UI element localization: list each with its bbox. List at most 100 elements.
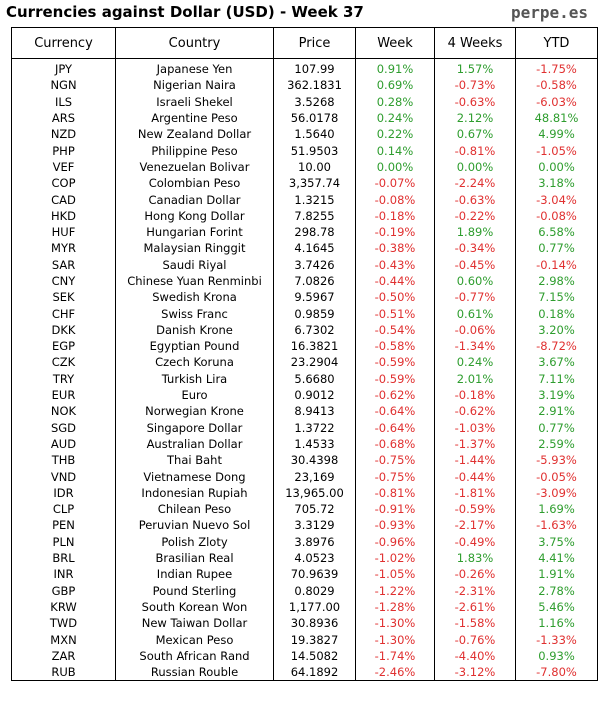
country-name: Singapore Dollar <box>115 419 274 436</box>
table-row: JPY Japanese Yen 107.99 0.91% 1.57% -1.75% <box>11 58 598 78</box>
currency-code: PLN <box>11 533 116 550</box>
week-change: -0.81% <box>355 484 435 502</box>
table-row: NZD New Zealand Dollar 1.5640 0.22% 0.67% 4.9… <box>11 126 598 143</box>
price-value: 362.1831 <box>273 77 356 94</box>
four-weeks-change: -2.31% <box>434 582 516 599</box>
price-value: 3,357.74 <box>273 175 356 192</box>
price-value: 0.9859 <box>273 305 356 322</box>
ytd-change: 3.19% <box>515 386 598 404</box>
ytd-change: 7.11% <box>515 370 598 387</box>
four-weeks-change: -0.34% <box>434 240 516 257</box>
country-name: Israeli Shekel <box>115 93 274 110</box>
four-weeks-change: -0.63% <box>434 93 516 110</box>
country-name: Argentine Peso <box>115 109 274 127</box>
price-value: 56.0178 <box>273 109 356 127</box>
column-header: YTD <box>515 27 598 59</box>
week-change: -0.54% <box>355 321 435 339</box>
week-change: -1.22% <box>355 582 435 599</box>
table-row: CZK Czech Koruna 23.2904 -0.59% 0.24% 3.67% <box>11 354 598 371</box>
country-name: Pound Sterling <box>115 582 274 599</box>
price-value: 70.9639 <box>273 566 356 583</box>
currency-code: NZD <box>11 126 116 143</box>
currency-code: TWD <box>11 615 116 632</box>
ytd-change: 6.58% <box>515 223 598 241</box>
price-value: 30.4398 <box>273 452 356 469</box>
ytd-change: -5.93% <box>515 452 598 469</box>
table-row: CHF Swiss Franc 0.9859 -0.51% 0.61% 0.18% <box>11 305 598 322</box>
country-name: Canadian Dollar <box>115 191 274 208</box>
four-weeks-change: -0.18% <box>434 386 516 404</box>
price-value: 14.5082 <box>273 647 356 664</box>
currency-code: RUB <box>11 663 116 682</box>
table-row: ZAR South African Rand 14.5082 -1.74% -4.40%… <box>11 647 598 664</box>
price-value: 3.5268 <box>273 93 356 110</box>
table-row: VEF Venezuelan Bolivar 10.00 0.00% 0.00% 0.00… <box>11 158 598 176</box>
country-name: Nigerian Naira <box>115 77 274 94</box>
ytd-change: 0.00% <box>515 158 598 176</box>
table-row: DKK Danish Krone 6.7302 -0.54% -0.06% 3.20% <box>11 321 598 339</box>
country-name: Vietnamese Dong <box>115 468 274 485</box>
table-row: PHP Philippine Peso 51.9503 0.14% -0.81% -1.0… <box>11 142 598 159</box>
country-name: Danish Krone <box>115 321 274 339</box>
currency-code: SAR <box>11 256 116 273</box>
table-row: CLP Chilean Peso 705.72 -0.91% -0.59% 1.69% <box>11 501 598 518</box>
country-name: Norwegian Krone <box>115 403 274 420</box>
country-name: Swedish Krona <box>115 289 274 306</box>
currency-code: SGD <box>11 419 116 436</box>
ytd-change: -0.05% <box>515 468 598 485</box>
price-value: 8.9413 <box>273 403 356 420</box>
four-weeks-change: -0.45% <box>434 256 516 273</box>
four-weeks-change: -0.62% <box>434 403 516 420</box>
table-row: NOK Norwegian Krone 8.9413 -0.64% -0.62% 2.91… <box>11 403 598 420</box>
week-change: -0.58% <box>355 338 435 355</box>
four-weeks-change: -2.24% <box>434 175 516 192</box>
ytd-change: -7.80% <box>515 663 598 682</box>
price-value: 19.3827 <box>273 631 356 648</box>
country-name: Egyptian Pound <box>115 338 274 355</box>
currency-code: INR <box>11 566 116 583</box>
ytd-change: -3.04% <box>515 191 598 208</box>
table-row: MXN Mexican Peso 19.3827 -1.30% -0.76% -1.33% <box>11 631 598 648</box>
four-weeks-change: -0.44% <box>434 468 516 485</box>
ytd-change: 1.16% <box>515 615 598 632</box>
country-name: South Korean Won <box>115 598 274 616</box>
country-name: Brasilian Real <box>115 549 274 567</box>
ytd-change: 7.15% <box>515 289 598 306</box>
week-change: -1.74% <box>355 647 435 664</box>
table-row: RUB Russian Rouble 64.1892 -2.46% -3.12% -7.8… <box>11 663 598 682</box>
four-weeks-change: 0.00% <box>434 158 516 176</box>
currency-code: HKD <box>11 207 116 224</box>
week-change: -1.30% <box>355 631 435 648</box>
ytd-change: -0.14% <box>515 256 598 273</box>
table-row: VND Vietnamese Dong 23,169 -0.75% -0.44% -0.0… <box>11 468 598 485</box>
table-row: TWD New Taiwan Dollar 30.8936 -1.30% -1.58% 1… <box>11 615 598 632</box>
week-change: -2.46% <box>355 663 435 682</box>
week-change: -0.38% <box>355 240 435 257</box>
four-weeks-change: -4.40% <box>434 647 516 664</box>
four-weeks-change: -2.61% <box>434 598 516 616</box>
country-name: Turkish Lira <box>115 370 274 387</box>
ytd-change: 0.93% <box>515 647 598 664</box>
week-change: 0.24% <box>355 109 435 127</box>
currency-code: ARS <box>11 109 116 127</box>
table-row: CAD Canadian Dollar 1.3215 -0.08% -0.63% -3.0… <box>11 191 598 208</box>
four-weeks-change: -0.59% <box>434 501 516 518</box>
week-change: -0.08% <box>355 191 435 208</box>
ytd-change: -1.33% <box>515 631 598 648</box>
currency-table: Currency Country Price Week 4 Weeks YTD … <box>11 27 598 682</box>
country-name: Russian Rouble <box>115 663 274 682</box>
ytd-change: 0.77% <box>515 240 598 257</box>
ytd-change: -1.05% <box>515 142 598 159</box>
brand-logo-text: perpe.es <box>510 3 588 22</box>
price-value: 4.1645 <box>273 240 356 257</box>
table-row: IDR Indonesian Rupiah 13,965.00 -0.81% -1.81… <box>11 484 598 502</box>
four-weeks-change: 2.01% <box>434 370 516 387</box>
price-value: 7.8255 <box>273 207 356 224</box>
page-title: Currencies against Dollar (USD) - Week 3… <box>6 3 364 21</box>
price-value: 1.3215 <box>273 191 356 208</box>
week-change: -0.07% <box>355 175 435 192</box>
four-weeks-change: -2.17% <box>434 517 516 534</box>
week-change: 0.14% <box>355 142 435 159</box>
country-name: Colombian Peso <box>115 175 274 192</box>
currency-code: NOK <box>11 403 116 420</box>
